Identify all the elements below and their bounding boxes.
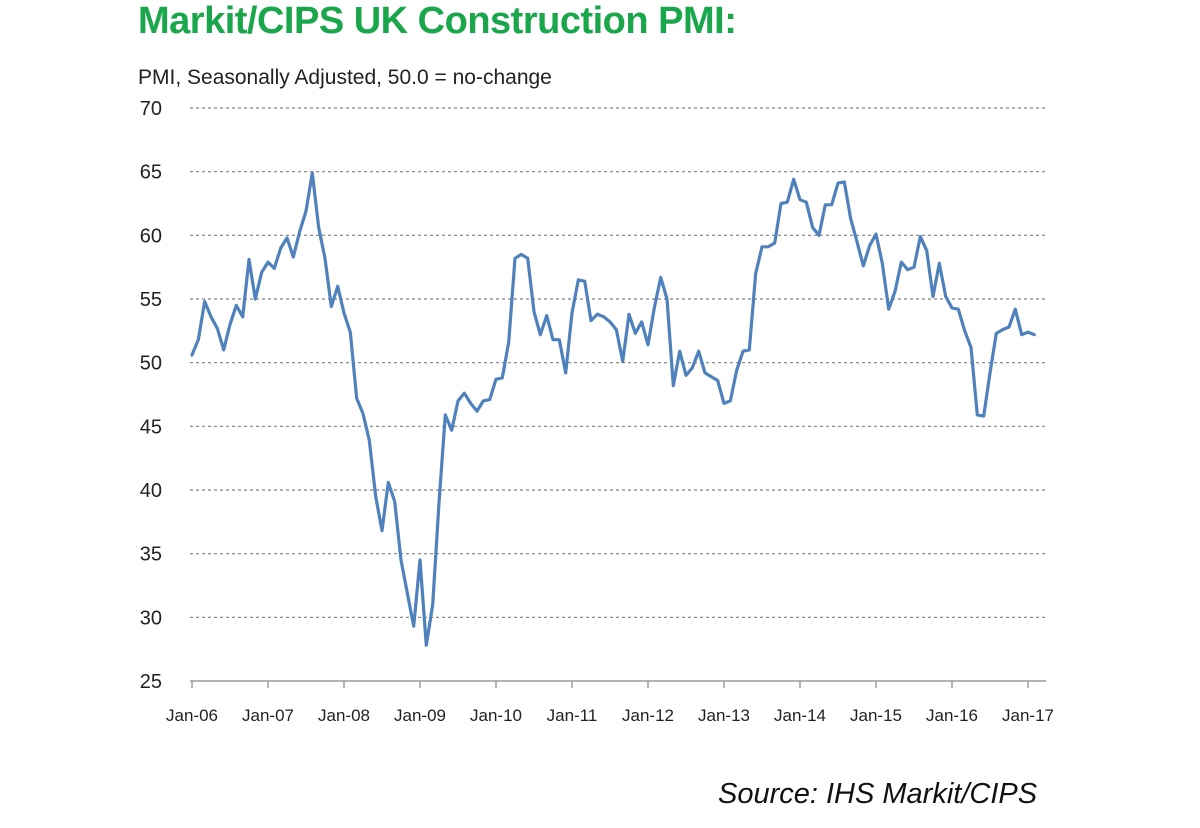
x-tick-label: Jan-16	[926, 706, 978, 725]
y-tick-label: 70	[140, 98, 162, 120]
x-axis: Jan-06 Jan-07 Jan-08 Jan-09 Jan-10 Jan-11 Jan-…	[166, 680, 1054, 725]
x-tick-label: Jan-14	[774, 706, 826, 725]
y-tick-label: 40	[140, 480, 162, 502]
y-tick-label: 65	[140, 162, 162, 184]
y-tick-label: 30	[140, 607, 162, 629]
series-group	[190, 171, 1036, 647]
x-tick-label: Jan-06	[166, 706, 218, 725]
y-axis: 70 65 60 55 50 45 40 35 30 25	[140, 98, 162, 693]
x-tick-label: Jan-17	[1002, 706, 1054, 725]
x-tick-label: Jan-11	[547, 706, 598, 725]
x-tick-label: Jan-10	[470, 706, 522, 725]
y-tick-label: 35	[140, 544, 162, 566]
x-tick-label: Jan-09	[394, 706, 446, 725]
y-tick-label: 25	[140, 671, 162, 693]
x-tick-label: Jan-08	[318, 706, 370, 725]
y-tick-label: 45	[140, 416, 162, 438]
x-tick-label: Jan-12	[622, 706, 674, 725]
y-tick-label: 55	[140, 289, 162, 311]
x-tick-label: Jan-07	[242, 706, 294, 725]
chart-subtitle: PMI, Seasonally Adjusted, 50.0 = no-chan…	[138, 66, 552, 89]
y-tick-label: 60	[140, 225, 162, 247]
chart-title: Markit/CIPS UK Construction PMI:	[138, 0, 737, 42]
chart-source: Source: IHS Markit/CIPS	[718, 778, 1038, 810]
grid-lines	[190, 107, 1046, 618]
x-tick-label: Jan-15	[850, 706, 902, 725]
series-line-construction-pmi	[190, 171, 1036, 647]
x-tick-label: Jan-13	[698, 706, 750, 725]
y-tick-label: 50	[140, 353, 162, 375]
